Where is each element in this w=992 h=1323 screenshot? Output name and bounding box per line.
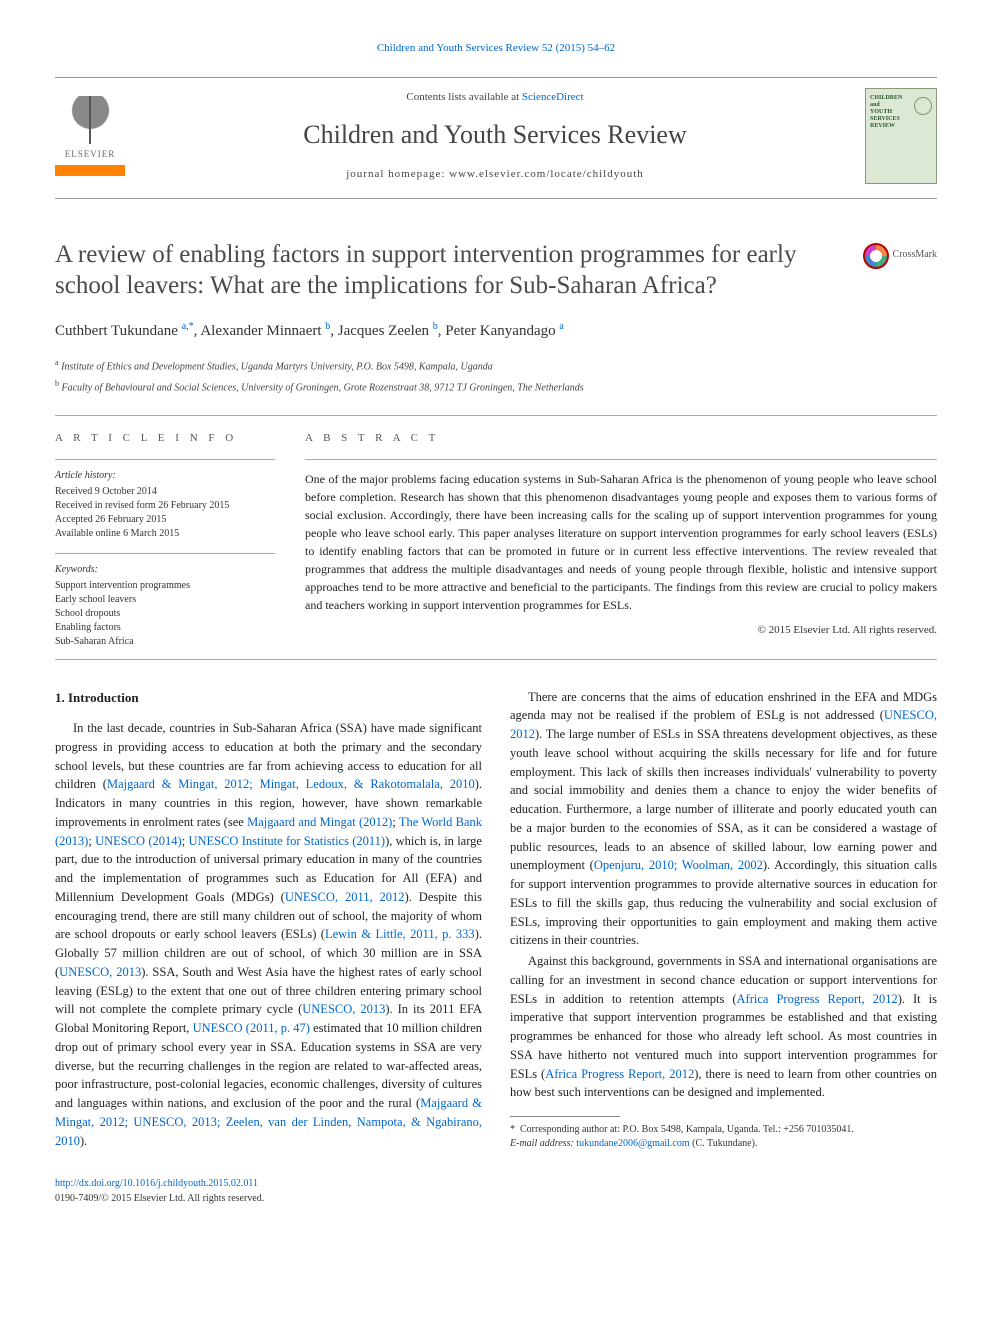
citation-link[interactable]: UNESCO (2014) (95, 834, 182, 848)
affiliation: a Institute of Ethics and Development St… (55, 357, 937, 374)
abstract-heading: A B S T R A C T (305, 430, 937, 447)
citation-link[interactable]: UNESCO (2011, p. 47) (193, 1021, 310, 1035)
affiliation: b Faculty of Behavioural and Social Scie… (55, 378, 937, 395)
abstract-copyright: © 2015 Elsevier Ltd. All rights reserved… (305, 622, 937, 639)
keyword: Sub-Saharan Africa (55, 635, 275, 649)
citation-link[interactable]: Majgaard and Mingat (2012) (247, 815, 392, 829)
paragraph: Against this background, governments in … (510, 952, 937, 1102)
affil-sup[interactable]: b (325, 323, 330, 339)
corr-star[interactable]: * (189, 323, 194, 339)
paragraph: There are concerns that the aims of educ… (510, 688, 937, 951)
journal-title: Children and Youth Services Review (145, 115, 845, 154)
citation-link[interactable]: Openjuru, 2010; Woolman, 2002 (594, 858, 763, 872)
email-link[interactable]: tukundane2006@gmail.com (576, 1138, 689, 1149)
citation-link[interactable]: Africa Progress Report, 2012 (737, 992, 898, 1006)
keywords-label: Keywords: (55, 562, 275, 577)
elsevier-tree-icon (63, 96, 118, 144)
citation-link[interactable]: UNESCO, 2011, 2012 (285, 890, 405, 904)
email-footnote: E-mail address: tukundane2006@gmail.com … (510, 1137, 937, 1151)
citation-link[interactable]: Majgaard & Mingat, 2012; Mingat, Ledoux,… (107, 777, 475, 791)
crossmark-badge[interactable]: CrossMark (863, 243, 937, 269)
author: Peter Kanyandago a (445, 323, 564, 339)
masthead: ELSEVIER Contents lists available at Sci… (55, 77, 937, 199)
article-title: A review of enabling factors in support … (55, 239, 937, 302)
keyword: School dropouts (55, 607, 275, 621)
paragraph: In the last decade, countries in Sub-Sah… (55, 719, 482, 1150)
footnote-block: * Corresponding author at: P.O. Box 5498… (510, 1116, 937, 1151)
divider (55, 659, 937, 660)
keyword: Support intervention programmes (55, 579, 275, 593)
publisher-logo: ELSEVIER (55, 96, 125, 176)
publisher-name: ELSEVIER (65, 148, 116, 162)
divider (55, 415, 937, 416)
history-line: Received 9 October 2014 (55, 485, 275, 499)
crossmark-icon (863, 243, 889, 269)
abstract: A B S T R A C T One of the major problem… (305, 430, 937, 649)
footnote-rule (510, 1116, 620, 1117)
top-citation-link[interactable]: Children and Youth Services Review 52 (2… (55, 40, 937, 57)
article-info-heading: A R T I C L E I N F O (55, 430, 275, 447)
body-text: 1. Introduction In the last decade, coun… (55, 688, 937, 1152)
corresponding-footnote: * Corresponding author at: P.O. Box 5498… (510, 1123, 937, 1137)
citation-link[interactable]: UNESCO, 2013 (302, 1002, 385, 1016)
history-line: Received in revised form 26 February 201… (55, 499, 275, 513)
sciencedirect-link[interactable]: ScienceDirect (522, 91, 584, 103)
citation-link[interactable]: Africa Progress Report, 2012 (545, 1067, 694, 1081)
divider (55, 459, 275, 460)
history-label: Article history: (55, 468, 275, 483)
authors-line: Cuthbert Tukundane a,*, Alexander Minnae… (55, 319, 937, 343)
article-info: A R T I C L E I N F O Article history: R… (55, 430, 275, 649)
masthead-center: Contents lists available at ScienceDirec… (145, 89, 845, 183)
section-heading: 1. Introduction (55, 688, 482, 708)
cover-swirl-icon (914, 97, 932, 115)
author: Alexander Minnaert b (200, 323, 330, 339)
history-line: Accepted 26 February 2015 (55, 513, 275, 527)
author: Jacques Zeelen b (338, 323, 438, 339)
divider (305, 459, 937, 460)
journal-homepage: journal homepage: www.elsevier.com/locat… (145, 166, 845, 183)
affil-sup[interactable]: a (559, 323, 563, 339)
elsevier-orange-bar (55, 165, 125, 175)
journal-cover-thumb: CHILDREN and YOUTH SERVICES REVIEW (865, 88, 937, 184)
citation-link[interactable]: Lewin & Little, 2011, p. 333 (325, 927, 475, 941)
page-footer: http://dx.doi.org/10.1016/j.childyouth.2… (55, 1176, 937, 1206)
contents-line: Contents lists available at ScienceDirec… (145, 89, 845, 106)
issn-copyright: 0190-7409/© 2015 Elsevier Ltd. All right… (55, 1191, 937, 1206)
doi-link[interactable]: http://dx.doi.org/10.1016/j.childyouth.2… (55, 1178, 258, 1189)
citation-link[interactable]: UNESCO, 2013 (59, 965, 141, 979)
citation-link[interactable]: UNESCO Institute for Statistics (2011) (188, 834, 385, 848)
affil-sup[interactable]: b (433, 323, 438, 339)
author: Cuthbert Tukundane a,* (55, 323, 194, 339)
divider (55, 553, 275, 554)
abstract-text: One of the major problems facing educati… (305, 470, 937, 614)
history-line: Available online 6 March 2015 (55, 527, 275, 541)
keyword: Early school leavers (55, 593, 275, 607)
keyword: Enabling factors (55, 621, 275, 635)
affil-sup[interactable]: a, (182, 323, 189, 339)
